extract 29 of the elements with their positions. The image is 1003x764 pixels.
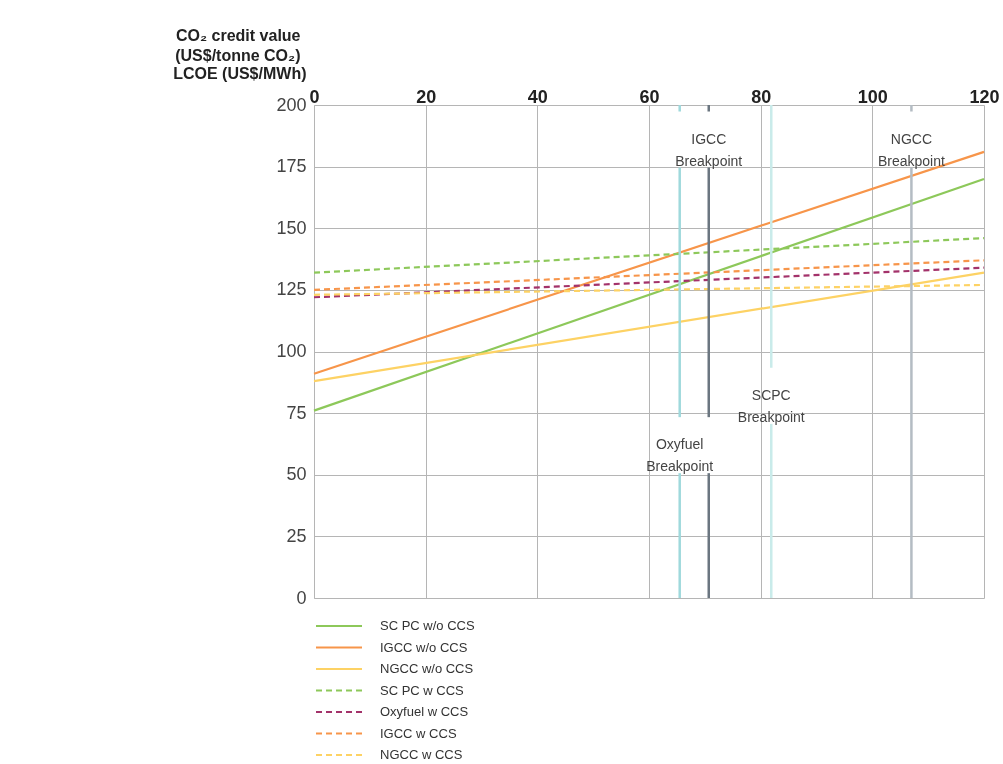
legend-label: NGCC w CCS bbox=[380, 747, 463, 762]
legend-label: Oxyfuel w CCS bbox=[380, 704, 469, 719]
y-tick-label: 75 bbox=[286, 402, 307, 423]
y-axis-title: LCOE (US$/MWh) bbox=[173, 64, 307, 82]
legend-label: IGCC w CCS bbox=[380, 725, 457, 741]
ref-line-label: IGCC Breakpoint bbox=[675, 130, 743, 169]
x-tick-label: 80 bbox=[751, 86, 772, 107]
x-axis-title: CO₂ credit value (US$/tonne CO₂) bbox=[175, 26, 301, 64]
y-tick-label: 50 bbox=[286, 464, 307, 485]
legend-label: NGCC w/o CCS bbox=[380, 661, 474, 676]
legend-label: IGCC w/o CCS bbox=[380, 639, 468, 655]
y-tick-label: 0 bbox=[296, 587, 307, 608]
ref-line-label: NGCC Breakpoint bbox=[877, 130, 945, 169]
x-tick-label: 120 bbox=[969, 86, 1000, 107]
y-tick-label: 200 bbox=[276, 94, 307, 115]
y-tick-label: 150 bbox=[276, 217, 307, 238]
ref-line-label: Oxyfuel Breakpoint bbox=[646, 436, 714, 475]
legend-label: SC PC w/o CCS bbox=[380, 618, 475, 633]
y-tick-label: 175 bbox=[276, 156, 307, 177]
y-tick-label: 25 bbox=[286, 525, 307, 546]
ref-line-label: SCPC Breakpoint bbox=[737, 386, 805, 425]
x-tick-label: 40 bbox=[527, 86, 548, 107]
legend-label: SC PC w CCS bbox=[380, 682, 465, 698]
y-tick-label: 125 bbox=[276, 279, 307, 300]
x-tick-label: 60 bbox=[639, 86, 660, 107]
x-tick-label: 100 bbox=[857, 86, 888, 107]
y-tick-label: 100 bbox=[276, 341, 307, 361]
x-tick-label: 0 bbox=[309, 86, 320, 107]
x-tick-label: 20 bbox=[416, 86, 437, 107]
